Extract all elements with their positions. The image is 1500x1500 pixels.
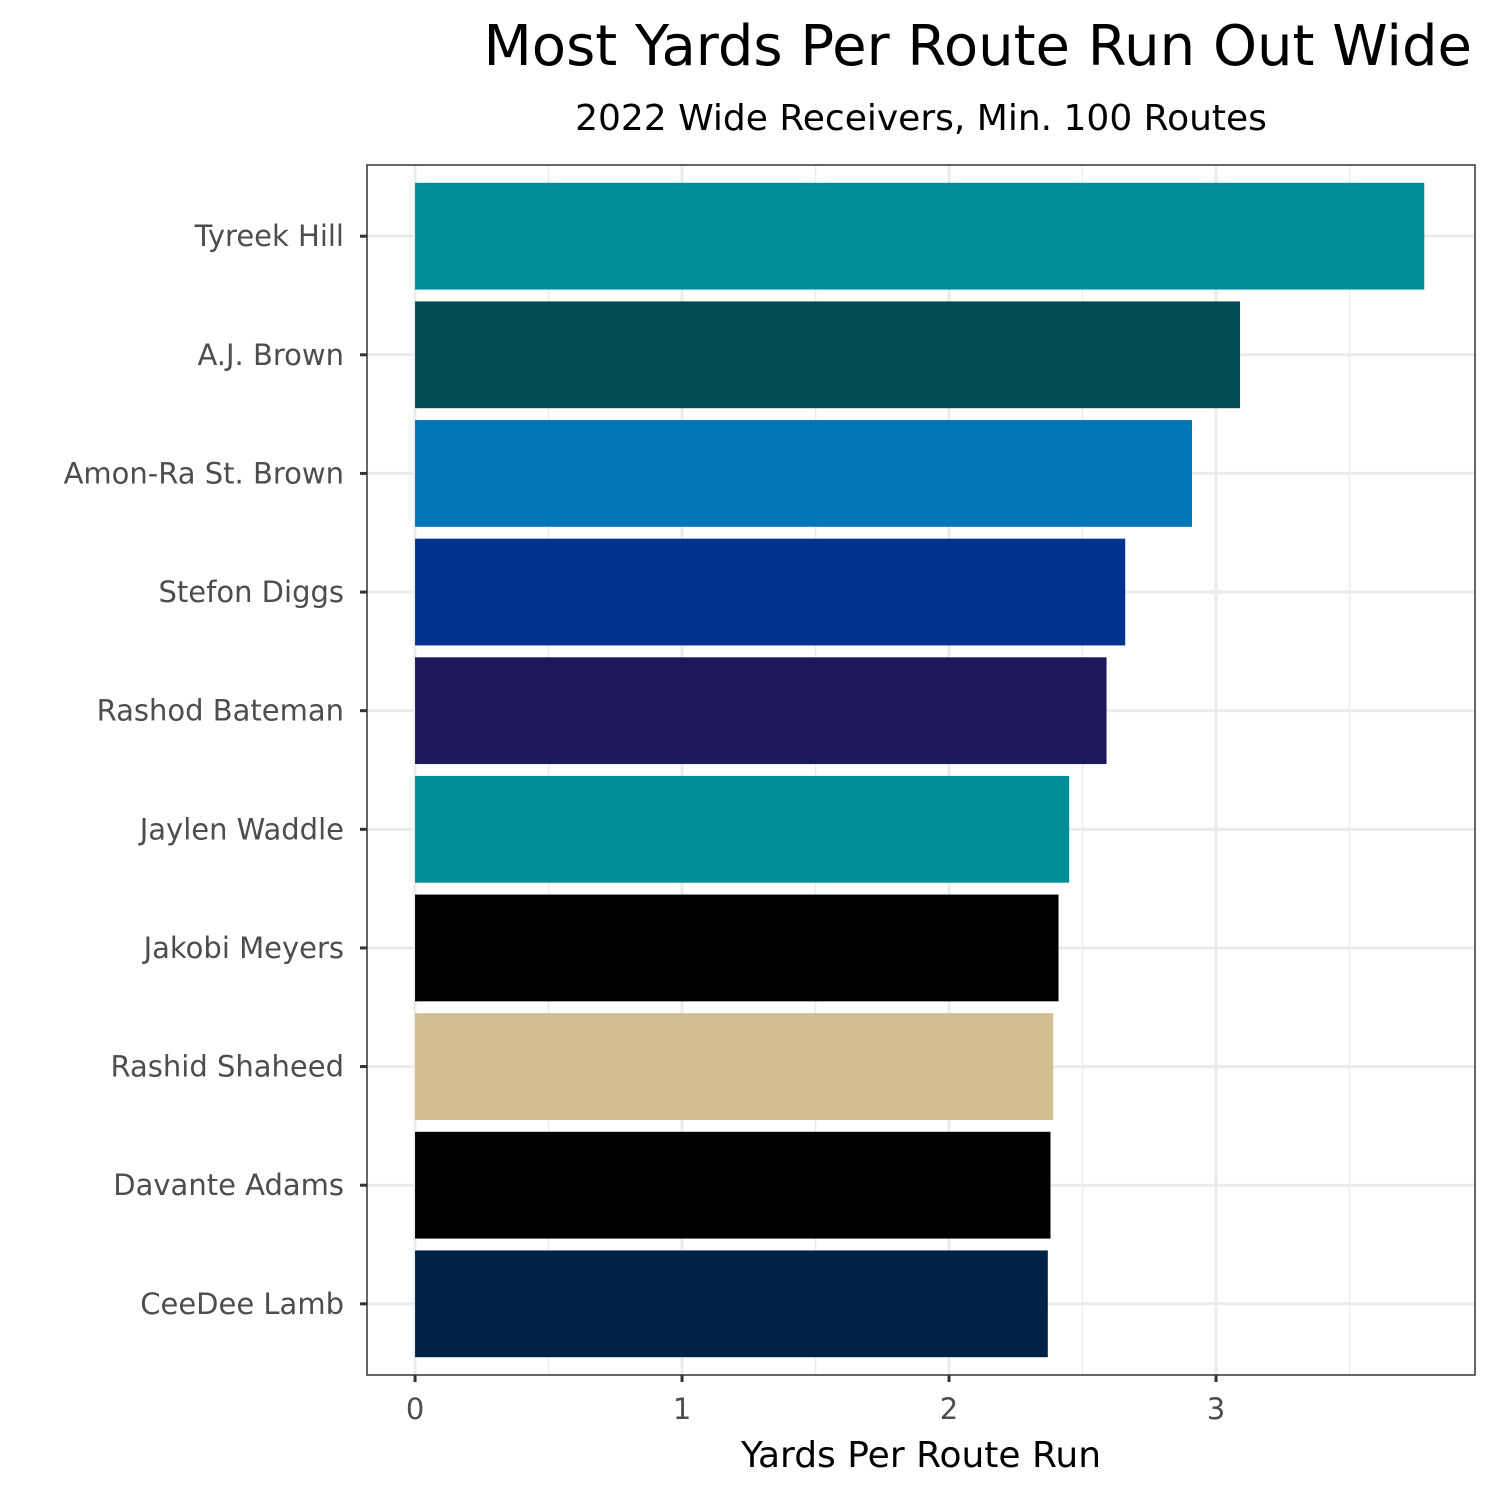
category-label: Rashid Shaheed — [111, 1050, 345, 1084]
x-tick-label: 1 — [673, 1392, 691, 1426]
bar-davante-adams — [415, 1131, 1051, 1239]
y-axis: Tyreek Hill A.J. Brown Amon-Ra St. Brown St… — [64, 219, 367, 1321]
bar-stefon-diggs — [415, 538, 1126, 646]
chart-title: Most Yards Per Route Run Out Wide — [483, 14, 1472, 79]
bars — [415, 182, 1425, 1358]
category-label: Davante Adams — [113, 1168, 344, 1202]
bar-jakobi-meyers — [415, 894, 1059, 1002]
x-axis: 0 1 2 3 — [406, 1375, 1225, 1426]
category-label: Jakobi Meyers — [142, 931, 344, 965]
category-label: CeeDee Lamb — [140, 1287, 344, 1321]
bar-rashod-bateman — [415, 657, 1107, 765]
category-label: A.J. Brown — [197, 338, 344, 372]
bar-jaylen-waddle — [415, 775, 1070, 883]
plot-border — [366, 164, 1476, 1376]
x-tick-label: 2 — [940, 1392, 958, 1426]
bar-amon-ra-st-brown — [415, 420, 1192, 527]
category-label: Amon-Ra St. Brown — [64, 456, 344, 490]
category-label: Jaylen Waddle — [138, 812, 344, 846]
category-label: Tyreek Hill — [194, 219, 344, 253]
category-label: Rashod Bateman — [97, 694, 344, 728]
x-axis-title: Yards Per Route Run — [740, 1435, 1101, 1476]
chart-subtitle: 2022 Wide Receivers, Min. 100 Routes — [575, 98, 1267, 139]
bar-tyreek-hill — [415, 182, 1425, 290]
bar-rashid-shaheed — [415, 1013, 1054, 1120]
x-tick-label: 0 — [406, 1392, 424, 1426]
x-tick-label: 3 — [1207, 1392, 1225, 1426]
bar-a-j-brown — [415, 301, 1241, 409]
bar-ceedee-lamb — [415, 1250, 1048, 1358]
category-label: Stefon Diggs — [159, 575, 344, 609]
